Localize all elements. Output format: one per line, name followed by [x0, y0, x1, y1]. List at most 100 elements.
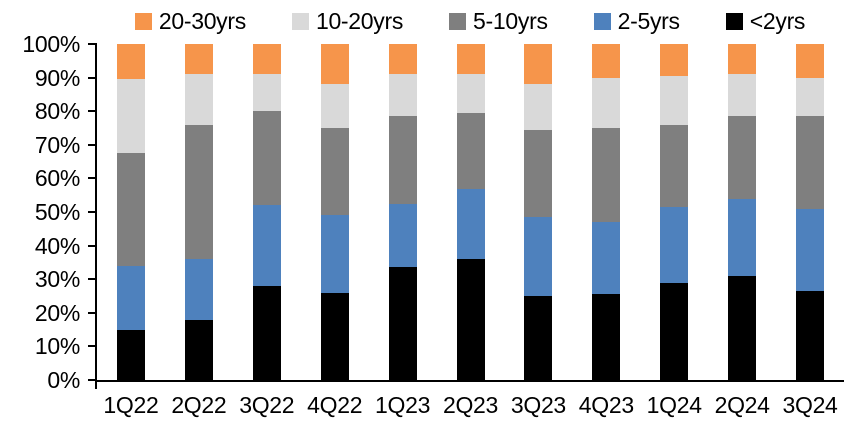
bar-1q24: [660, 44, 689, 380]
x-axis-label-2q23: 2Q23: [442, 392, 499, 418]
bar-segment-3q22-20-30yrs: [252, 44, 281, 75]
bar-segment-4q23-10-20yrs: [592, 77, 621, 129]
legend-item-5-10yrs: 5-10yrs: [449, 7, 548, 34]
bar-3q22: [252, 44, 281, 380]
bar-segment-1q24-20-30yrs: [660, 44, 689, 76]
bar-segment-3q24-5-10yrs: [796, 116, 825, 209]
bar-segment-4q23-2-5yrs: [592, 222, 621, 295]
legend-label-2yrs: <2yrs: [749, 7, 806, 34]
bar-segment-4q22-2yrs: [320, 292, 349, 380]
x-axis-label-3q24: 3Q24: [782, 392, 838, 418]
bar-1q23: [388, 44, 417, 380]
y-axis-tick: [88, 177, 97, 180]
bar-segment-2q22-20-30yrs: [184, 44, 213, 75]
y-axis-tick: [88, 278, 97, 281]
legend-label-10-20yrs: 10-20yrs: [315, 7, 404, 34]
bar-segment-1q24-2-5yrs: [660, 206, 689, 283]
legend-swatch-5-10yrs: [449, 12, 467, 30]
bar-segment-4q23-20-30yrs: [592, 44, 621, 78]
x-axis-label-3q23: 3Q23: [510, 392, 566, 418]
bar-segment-2q23-2yrs: [456, 259, 485, 380]
bar-segment-1q23-2yrs: [388, 267, 417, 380]
y-axis-tick: [88, 345, 97, 348]
y-axis-tick: [88, 110, 97, 113]
y-axis-tick-label: 50%: [34, 199, 80, 225]
bar-segment-1q23-20-30yrs: [388, 44, 417, 75]
y-axis-tick-label: 70%: [34, 131, 80, 158]
legend-label-2-5yrs: 2-5yrs: [617, 7, 680, 34]
y-axis-tick-label: 10%: [34, 333, 80, 360]
bar-segment-3q22-5-10yrs: [252, 111, 281, 206]
bar-segment-2q22-2-5yrs: [184, 259, 213, 320]
x-axis-label-1q23: 1Q23: [375, 392, 431, 418]
bar-4q23: [592, 44, 621, 380]
bar-segment-2q23-10-20yrs: [456, 74, 485, 113]
bar-segment-3q24-2yrs: [796, 290, 825, 380]
bar-4q22: [320, 44, 349, 380]
bar-segment-2q24-5-10yrs: [728, 116, 757, 199]
bar-segment-2q22-10-20yrs: [184, 74, 213, 125]
bar-segment-2q24-10-20yrs: [728, 74, 757, 117]
bar-segment-1q24-5-10yrs: [660, 124, 689, 207]
y-axis-tick-label: 0%: [47, 367, 80, 393]
y-axis-tick-label: 30%: [34, 266, 80, 293]
bar-segment-3q23-10-20yrs: [524, 84, 553, 130]
bar-segment-3q23-2-5yrs: [524, 217, 553, 296]
y-axis-tick: [88, 76, 97, 79]
bar-segment-1q23-10-20yrs: [388, 74, 417, 117]
x-axis-label-1q24: 1Q24: [646, 392, 702, 418]
y-axis-tick-label: 80%: [34, 98, 80, 125]
y-axis-tick-label: 90%: [34, 64, 80, 91]
legend-item-10-20yrs: 10-20yrs: [291, 7, 404, 34]
bar-segment-4q23-2yrs: [592, 294, 621, 380]
bar-segment-2q24-2-5yrs: [728, 198, 757, 276]
bar-segment-2q22-5-10yrs: [184, 124, 213, 260]
bar-segment-1q22-2yrs: [116, 329, 145, 380]
y-axis-tick-label: 20%: [34, 299, 80, 326]
bar-segment-3q22-2yrs: [252, 285, 281, 380]
x-axis-label-2q24: 2Q24: [714, 392, 770, 418]
y-axis-tick: [88, 311, 97, 314]
x-axis-label-2q22: 2Q22: [171, 392, 227, 418]
bar-segment-4q22-20-30yrs: [320, 44, 349, 85]
bar-segment-2q24-20-30yrs: [728, 44, 757, 75]
bar-segment-2q23-20-30yrs: [456, 44, 485, 75]
bar-segment-4q22-2-5yrs: [320, 215, 349, 293]
x-axis-label-4q22: 4Q22: [307, 392, 363, 418]
y-axis-tick-label: 40%: [34, 232, 80, 259]
bar-segment-3q22-10-20yrs: [252, 74, 281, 112]
bar-segment-4q23-5-10yrs: [592, 128, 621, 223]
bar-segment-1q22-10-20yrs: [116, 79, 145, 154]
bar-segment-1q23-2-5yrs: [388, 203, 417, 268]
bar-segment-1q23-5-10yrs: [388, 116, 417, 204]
bar-segment-3q22-2-5yrs: [252, 205, 281, 286]
x-axis-left-tick: [95, 380, 97, 389]
legend-swatch-20-30yrs: [134, 12, 152, 30]
y-axis-tick-label: 60%: [34, 165, 80, 192]
bar-segment-1q22-2-5yrs: [116, 265, 145, 330]
bar-3q23: [524, 44, 553, 380]
bar-segment-3q23-2yrs: [524, 296, 553, 380]
legend-swatch-2-5yrs: [593, 12, 611, 30]
bar-segment-1q22-5-10yrs: [116, 153, 145, 266]
bar-segment-1q24-10-20yrs: [660, 75, 689, 125]
bar-segment-3q23-5-10yrs: [524, 129, 553, 218]
bar-2q23: [456, 44, 485, 380]
bar-segment-3q24-2-5yrs: [796, 208, 825, 291]
bar-2q24: [728, 44, 757, 380]
bar-segment-4q22-5-10yrs: [320, 128, 349, 216]
legend-swatch-10-20yrs: [291, 12, 309, 30]
bar-segment-2q23-5-10yrs: [456, 112, 485, 189]
bar-2q22: [184, 44, 213, 380]
bar-segment-1q22-20-30yrs: [116, 44, 145, 80]
bar-segment-3q24-20-30yrs: [796, 44, 825, 78]
y-axis-tick: [88, 211, 97, 213]
bar-segment-2q23-2-5yrs: [456, 188, 485, 260]
x-axis-label-4q23: 4Q23: [578, 392, 634, 418]
legend-label-5-10yrs: 5-10yrs: [473, 7, 548, 34]
plot-area: [88, 43, 844, 389]
bar-3q24: [796, 44, 825, 380]
legend-label-20-30yrs: 20-30yrs: [158, 7, 246, 34]
bar-1q22: [116, 44, 145, 380]
